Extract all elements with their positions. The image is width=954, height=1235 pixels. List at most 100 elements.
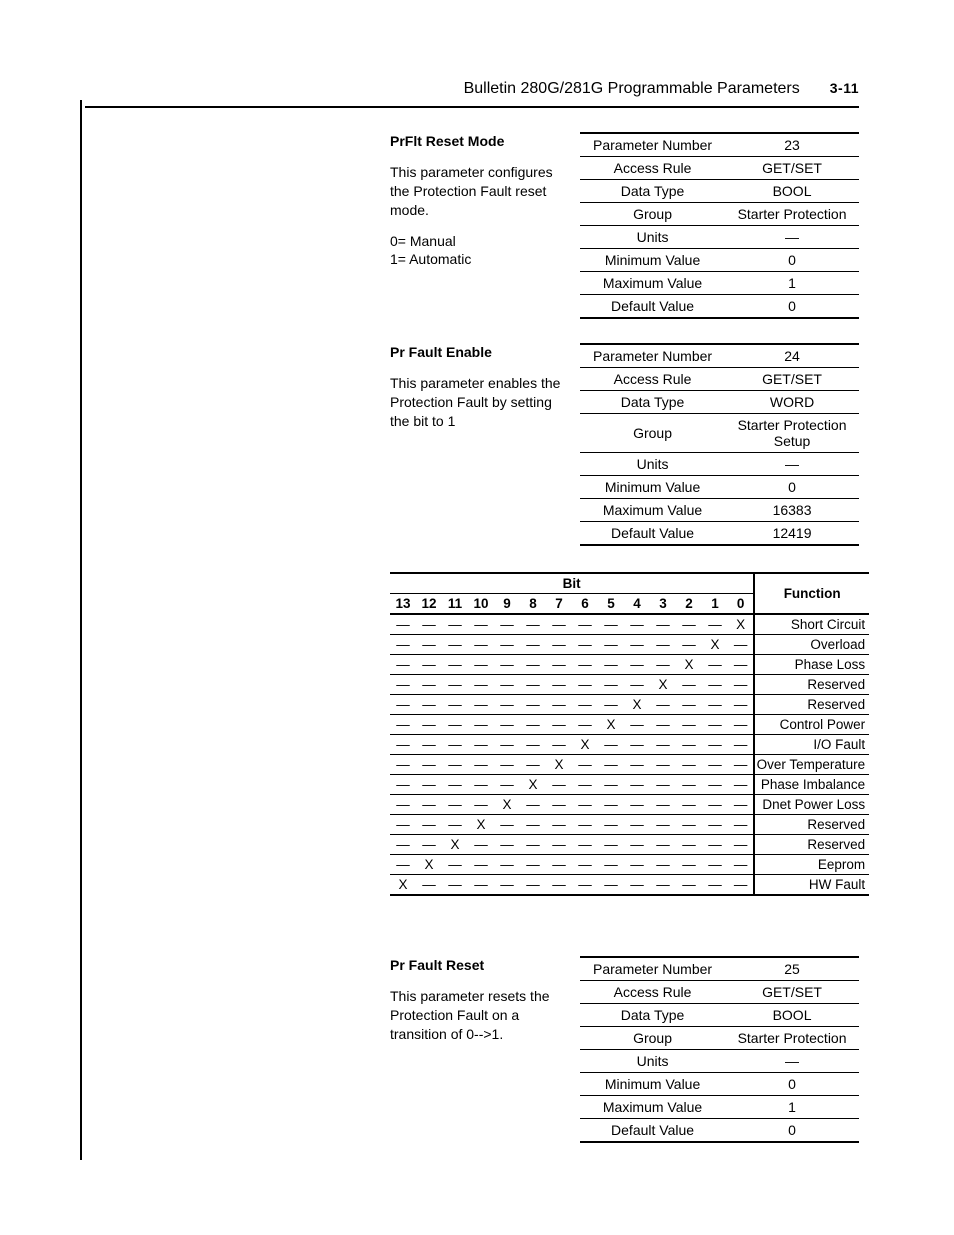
bit-row: ————————X—————Control Power — [390, 715, 869, 735]
bit-function: Over Temperature — [754, 755, 869, 775]
bit-col-header: 1 — [702, 594, 728, 615]
bit-cell: — — [728, 695, 754, 715]
bit-row: ———————X——————I/O Fault — [390, 735, 869, 755]
bit-cell: X — [650, 675, 676, 695]
param-value: Starter Protection — [725, 203, 859, 226]
param-label: Maximum Value — [580, 499, 725, 522]
param-value: 1 — [725, 1096, 859, 1119]
bit-cell: — — [598, 695, 624, 715]
param-value: GET/SET — [725, 368, 859, 391]
bit-cell: — — [546, 835, 572, 855]
bit-function: Phase Imbalance — [754, 775, 869, 795]
bit-cell: — — [494, 855, 520, 875]
param-value: 0 — [725, 295, 859, 319]
bit-col-header: 0 — [728, 594, 754, 615]
vertical-rule — [80, 100, 82, 1160]
param-section-pr-fault-enable: Pr Fault Enable This parameter enables t… — [390, 343, 859, 546]
param-section-prflt-reset-mode: PrFlt Reset Mode This parameter configur… — [390, 132, 859, 319]
param-value: 12419 — [725, 522, 859, 546]
bit-cell: — — [728, 715, 754, 735]
bit-cell: — — [442, 614, 468, 635]
bit-cell: — — [468, 775, 494, 795]
bit-cell: — — [624, 815, 650, 835]
bit-cell: — — [416, 614, 442, 635]
bit-cell: — — [442, 775, 468, 795]
bit-cell: — — [416, 755, 442, 775]
bit-cell: — — [702, 675, 728, 695]
bit-cell: — — [494, 655, 520, 675]
bit-cell: — — [702, 695, 728, 715]
bit-cell: — — [572, 715, 598, 735]
param-label: Minimum Value — [580, 476, 725, 499]
param-title: PrFlt Reset Mode — [390, 132, 572, 151]
bit-cell: X — [728, 614, 754, 635]
bit-cell: — — [728, 795, 754, 815]
bit-cell: — — [572, 875, 598, 896]
bit-cell: — — [546, 715, 572, 735]
bit-cell: — — [572, 835, 598, 855]
bit-cell: — — [520, 855, 546, 875]
bit-cell: — — [728, 735, 754, 755]
bit-cell: — — [442, 735, 468, 755]
bit-cell: — — [728, 835, 754, 855]
bit-cell: — — [468, 635, 494, 655]
bit-cell: — — [390, 835, 416, 855]
bit-cell: — — [598, 655, 624, 675]
bit-cell: — — [520, 614, 546, 635]
bit-function: Phase Loss — [754, 655, 869, 675]
bit-header: Bit — [390, 573, 754, 594]
bit-cell: — — [390, 735, 416, 755]
bit-cell: — — [650, 735, 676, 755]
bit-cell: X — [494, 795, 520, 815]
bit-row: ——————————X———Reserved — [390, 675, 869, 695]
bit-function: Eeprom — [754, 855, 869, 875]
param-label: Parameter Number — [580, 957, 725, 981]
bit-cell: X — [624, 695, 650, 715]
bit-cell: — — [416, 715, 442, 735]
bit-cell: — — [676, 695, 702, 715]
bit-function: Reserved — [754, 835, 869, 855]
bit-cell: — — [598, 635, 624, 655]
bit-col-header: 8 — [520, 594, 546, 615]
bit-cell: — — [468, 655, 494, 675]
bit-cell: — — [650, 614, 676, 635]
bit-cell: — — [494, 614, 520, 635]
param-value: 1 — [725, 272, 859, 295]
bit-cell: — — [572, 795, 598, 815]
bit-cell: — — [416, 795, 442, 815]
param-label: Maximum Value — [580, 272, 725, 295]
bit-cell: — — [520, 875, 546, 896]
bit-cell: — — [598, 835, 624, 855]
bit-row: —————————X————Reserved — [390, 695, 869, 715]
bit-cell: — — [728, 755, 754, 775]
param-value: WORD — [725, 391, 859, 414]
bit-cell: — — [702, 735, 728, 755]
bit-cell: — — [598, 735, 624, 755]
bit-cell: — — [442, 655, 468, 675]
param-value: GET/SET — [725, 981, 859, 1004]
bit-cell: — — [676, 815, 702, 835]
bit-cell: — — [546, 635, 572, 655]
bit-cell: — — [494, 775, 520, 795]
bit-cell: — — [442, 755, 468, 775]
bit-cell: — — [494, 695, 520, 715]
bit-cell: — — [468, 795, 494, 815]
bit-cell: — — [676, 675, 702, 695]
bit-cell: — — [520, 835, 546, 855]
bit-cell: — — [390, 775, 416, 795]
bit-cell: — — [650, 795, 676, 815]
bit-cell: — — [442, 855, 468, 875]
bit-cell: — — [572, 815, 598, 835]
param-value: 0 — [725, 1073, 859, 1096]
bit-cell: X — [572, 735, 598, 755]
bit-cell: — — [546, 775, 572, 795]
param-label: Access Rule — [580, 157, 725, 180]
bit-col-header: 12 — [416, 594, 442, 615]
param-value: 25 — [725, 957, 859, 981]
bit-cell: — — [520, 715, 546, 735]
bit-cell: — — [650, 635, 676, 655]
bit-cell: — — [546, 735, 572, 755]
param-value: 23 — [725, 133, 859, 157]
bit-cell: — — [416, 735, 442, 755]
bit-function: Control Power — [754, 715, 869, 735]
